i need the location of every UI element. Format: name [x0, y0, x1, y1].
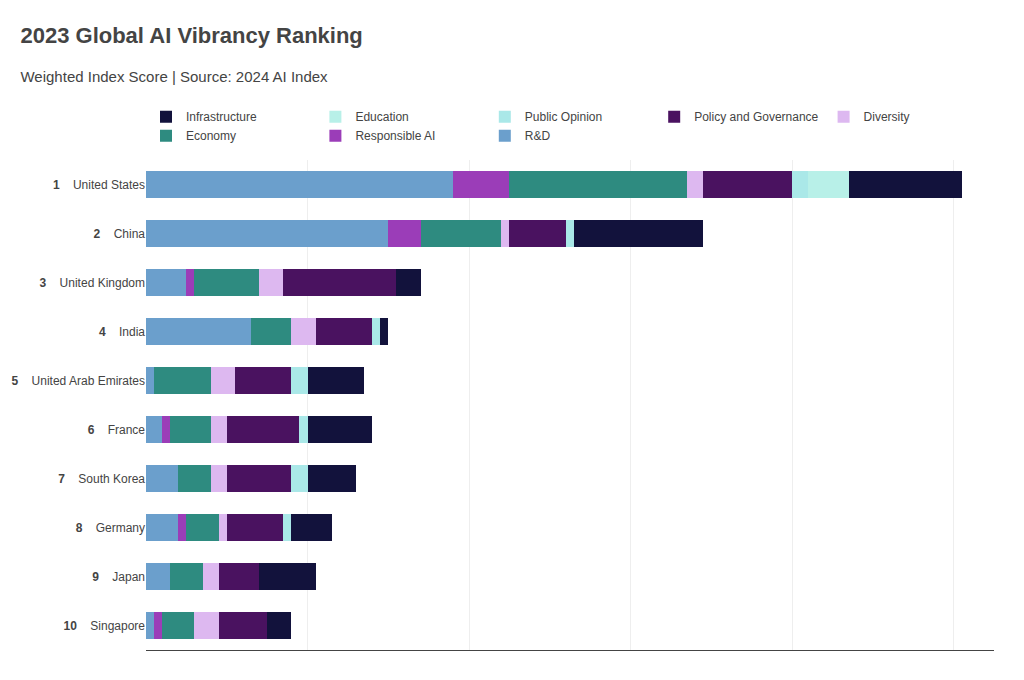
svg-text:9 Japan: 9 Japan: [92, 570, 145, 584]
svg-text:Economy: Economy: [186, 129, 236, 143]
svg-text:2023 Global AI Vibrancy Rankin: 2023 Global AI Vibrancy Ranking: [20, 23, 362, 48]
svg-text:8 Germany: 8 Germany: [76, 521, 145, 535]
svg-text:4 India: 4 India: [99, 325, 145, 339]
svg-text:Weighted Index Score | Source:: Weighted Index Score | Source: 2024 AI I…: [20, 68, 328, 85]
svg-text:Education: Education: [355, 110, 408, 124]
svg-text:Policy and Governance: Policy and Governance: [694, 110, 818, 124]
svg-text:Public Opinion: Public Opinion: [525, 110, 602, 124]
svg-text:Infrastructure: Infrastructure: [186, 110, 257, 124]
svg-text:R&D: R&D: [525, 129, 551, 143]
svg-text:5 United Arab Emirates: 5 United Arab Emirates: [12, 374, 145, 388]
svg-text:Responsible AI: Responsible AI: [355, 129, 435, 143]
svg-text:10 Singapore: 10 Singapore: [64, 619, 146, 633]
svg-text:3 United Kingdom: 3 United Kingdom: [40, 276, 145, 290]
svg-text:7 South Korea: 7 South Korea: [58, 472, 145, 486]
svg-text:1 United States: 1 United States: [53, 178, 145, 192]
svg-text:Diversity: Diversity: [864, 110, 910, 124]
svg-text:6 France: 6 France: [88, 423, 146, 437]
svg-text:2 China: 2 China: [94, 227, 146, 241]
